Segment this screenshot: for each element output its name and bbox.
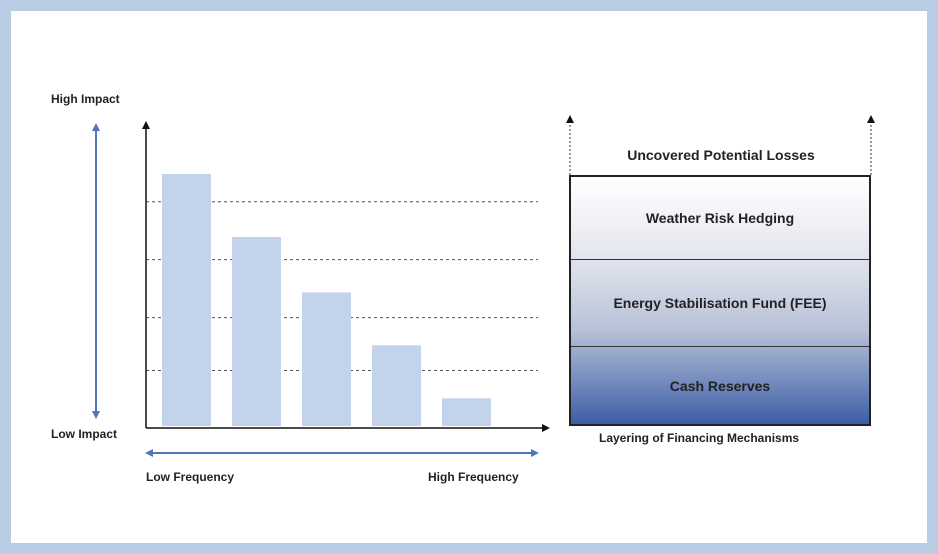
bar-4 [372,345,421,426]
low-frequency-label: Low Frequency [146,470,235,484]
financing-layers-stack: Weather Risk Hedging Energy Stabilisatio… [569,175,871,426]
bar-5 [442,398,491,426]
low-impact-label: Low Impact [51,427,118,441]
chart-grid [146,201,538,372]
high-impact-label: High Impact [51,92,120,106]
high-frequency-label: High Frequency [428,470,519,484]
layer-energy-stabilisation-fund: Energy Stabilisation Fund (FEE) [571,260,869,347]
chart-bars [162,174,491,426]
bar-3 [302,292,351,426]
bar-1 [162,174,211,426]
bar-2 [232,237,281,426]
layer-weather-risk-hedging: Weather Risk Hedging [571,177,869,260]
layer-cash-reserves: Cash Reserves [571,347,869,424]
diagram-canvas: High Impact Low Impact Low Frequency Hig… [11,11,927,543]
layer-weather-label: Weather Risk Hedging [645,210,795,226]
layer-fee-label: Energy Stabilisation Fund (FEE) [613,295,827,311]
stack-caption: Layering of Financing Mechanisms [599,431,800,445]
uncovered-losses-label: Uncovered Potential Losses [627,147,815,163]
layer-cash-label: Cash Reserves [669,377,771,394]
diagram-svg [92,115,875,457]
